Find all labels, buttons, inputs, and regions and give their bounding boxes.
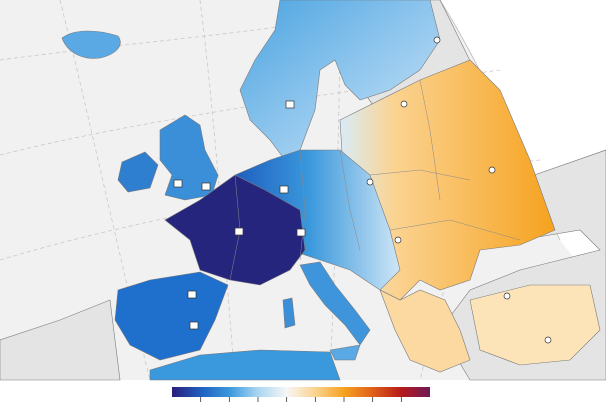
iceland bbox=[61, 30, 121, 59]
sicily bbox=[329, 344, 361, 361]
color-scale-ticks bbox=[200, 397, 402, 402]
iberia bbox=[114, 271, 229, 361]
sardinia bbox=[282, 297, 296, 329]
turkey bbox=[469, 284, 601, 366]
balkans bbox=[379, 289, 471, 373]
italy bbox=[299, 261, 371, 346]
ireland bbox=[117, 151, 159, 193]
africa-grey bbox=[0, 299, 121, 381]
scandinavia bbox=[239, 0, 441, 161]
north-africa bbox=[149, 349, 341, 381]
color-scale bbox=[172, 387, 430, 397]
stations bbox=[173, 36, 552, 344]
